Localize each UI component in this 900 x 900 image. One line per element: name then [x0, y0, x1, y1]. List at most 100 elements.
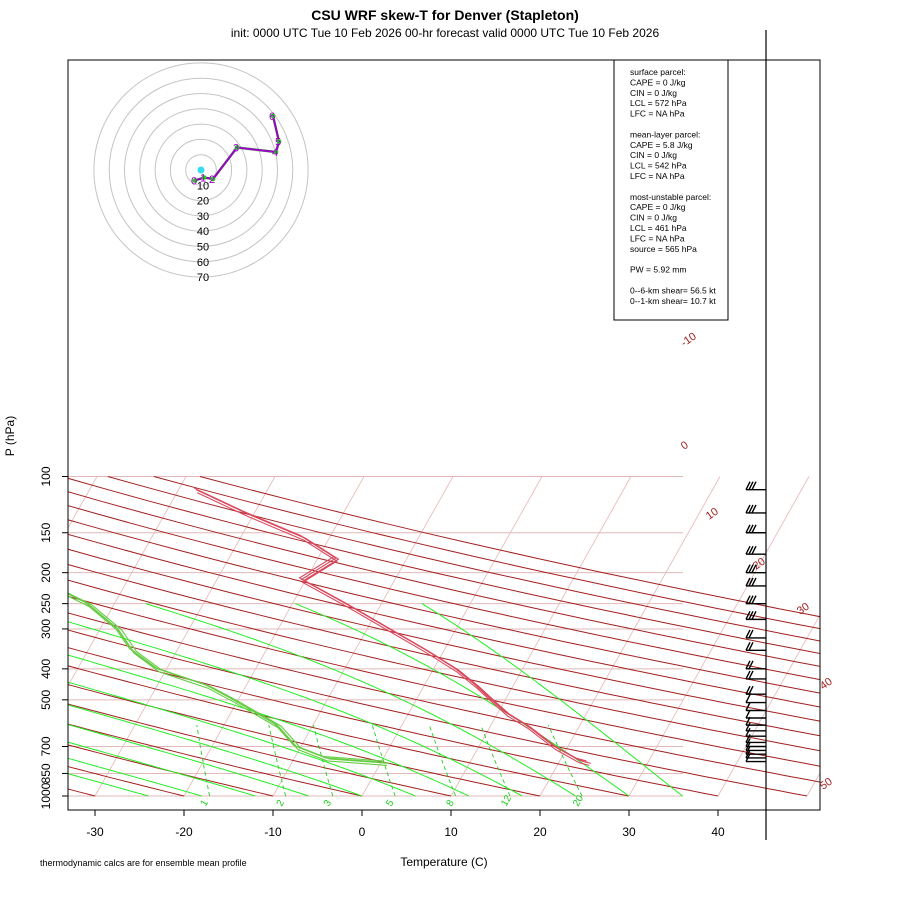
mixing-ratio-label: 3 [322, 798, 335, 809]
mixing-ratio-label: 5 [384, 798, 397, 809]
y-tick-label: 250 [39, 593, 53, 613]
storm-motion-marker [197, 166, 205, 174]
hodograph-point-label: 2 [209, 174, 215, 186]
barb-flag [745, 738, 751, 747]
stat-line: CIN = 0 J/kg [630, 150, 677, 160]
dry-adiabat [68, 665, 630, 797]
barb-flag [745, 660, 751, 670]
barb-flag [745, 595, 751, 604]
barb-flag [745, 702, 751, 711]
temperature-trace [198, 490, 591, 764]
hodograph-point-label: 6 [269, 111, 275, 123]
barb-flag [748, 577, 754, 587]
x-tick-label: 10 [444, 825, 458, 839]
barb-flag [748, 564, 754, 573]
temperature-axis: -30 -20 -10 0 10 20 30 40 [86, 810, 725, 839]
barb-flag [751, 577, 757, 587]
barb-flag [745, 577, 751, 587]
mixing-ratio-label: 20 [571, 793, 586, 809]
dry-adiabat [153, 476, 820, 630]
temperature-trace [194, 487, 587, 762]
y-tick-label: 1000 [39, 782, 53, 809]
hodograph-point-label: 1 [200, 173, 206, 185]
mixing-ratio-line [268, 725, 287, 797]
hodograph-point [273, 149, 279, 155]
barb-flag [745, 524, 751, 534]
barb-flag [751, 481, 757, 491]
x-tick-label: -20 [175, 825, 193, 839]
barb-flag [751, 564, 757, 573]
hodograph-ring-label: 60 [197, 257, 209, 269]
hodograph-ring-label: 30 [197, 211, 209, 223]
dry-adiabat [68, 491, 820, 667]
mixing-ratio-label: 8 [445, 798, 458, 809]
dry-adiabat [68, 629, 808, 797]
dewpoint-trace [68, 595, 387, 766]
isotherm-line [628, 476, 810, 797]
hodograph-ring-label: 40 [197, 226, 209, 238]
temperature-trace [197, 492, 590, 766]
dewpoint-trace [68, 593, 383, 762]
hodograph-point-label: 5 [275, 137, 281, 149]
hodograph-ring [185, 154, 217, 186]
x-tick-label: 30 [622, 825, 636, 839]
hodograph-point [276, 139, 282, 144]
mixing-ratio-line [371, 724, 396, 797]
barb-flag [748, 660, 754, 670]
barb-flag [745, 734, 751, 743]
barb-flag [745, 694, 751, 703]
wind-barb [745, 749, 766, 759]
background-grid [68, 476, 820, 797]
hodograph-ring [124, 93, 278, 247]
isotherm-line [361, 476, 543, 797]
wind-barb [745, 524, 766, 534]
barb-flag [751, 611, 757, 620]
stat-line: CAPE = 5.8 J/kg [630, 140, 693, 150]
dry-adiabat [107, 476, 820, 642]
barb-flag [745, 745, 751, 755]
hodograph-ring [139, 108, 263, 232]
barb-flag [745, 753, 751, 762]
hodograph-point [201, 175, 207, 180]
chart-subtitle: init: 0000 UTC Tue 10 Feb 2026 00-hr for… [231, 26, 660, 40]
x-tick-label: -30 [86, 825, 104, 839]
hodograph-ring-label: 20 [197, 196, 209, 208]
y-tick-label: 400 [39, 659, 53, 679]
dry-adiabat [68, 703, 452, 797]
mixing-ratio-labels: 1 2 3 5 8 12 20 [199, 793, 587, 809]
stat-line: most-unstable parcel: [630, 192, 711, 202]
barb-flag [751, 504, 757, 514]
isotherm-labels: -10 0 10 20 30 40 50 [679, 331, 835, 793]
wind-barb [745, 564, 766, 574]
moist-adiabat [68, 654, 470, 797]
hodograph-point [210, 176, 216, 182]
barb-flag [745, 742, 751, 751]
x-tick-label: 0 [359, 825, 366, 839]
dry-adiabat [68, 564, 820, 737]
stat-line: LCL = 461 hPa [630, 223, 687, 233]
barb-flag [751, 595, 757, 604]
x-tick-label: 20 [533, 825, 547, 839]
stat-line: LCL = 542 hPa [630, 161, 687, 171]
mixing-ratio-line [312, 724, 334, 797]
stat-line: 0--1-km shear= 10.7 kt [630, 296, 716, 306]
barb-flag [748, 611, 754, 620]
hodograph-ring [154, 123, 248, 217]
moist-adiabat [68, 757, 202, 797]
barb-flag [748, 504, 754, 514]
wind-barb [745, 595, 766, 605]
stat-line: CAPE = 0 J/kg [630, 202, 686, 212]
wind-barb [745, 685, 766, 695]
isotherm-line [806, 772, 820, 797]
y-tick-label: 200 [39, 562, 53, 582]
y-tick-label: 300 [39, 619, 53, 639]
isotherm-label: 10 [704, 506, 721, 523]
stat-line: CIN = 0 J/kg [630, 213, 677, 223]
dry-adiabat [68, 477, 820, 655]
mixing-ratio-label: 12 [499, 793, 514, 809]
barb-flag [745, 642, 751, 651]
barb-flag [748, 629, 754, 639]
barb-flag [745, 629, 751, 639]
dry-adiabat [68, 579, 820, 752]
